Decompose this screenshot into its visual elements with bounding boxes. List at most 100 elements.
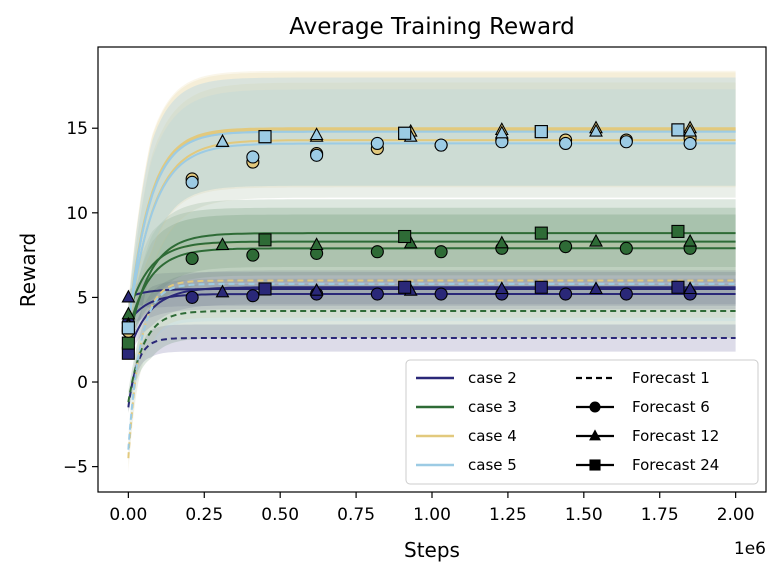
case-2-forecast-6-marker-4 [370,287,384,301]
case-3-forecast-6-line [127,247,736,332]
case-3-forecast-12-marker-1 [215,237,230,251]
case-5-forecast-6-line [127,142,736,328]
y-tick-label-4: 15 [66,119,88,139]
x-tick-label-8: 2.00 [717,505,755,525]
x-tick-label-3: 0.75 [337,505,375,525]
case-2-forecast-24-marker-1 [258,282,272,296]
legend-label-case-4: case 4 [468,427,517,445]
case-5-forecast-24-line [127,130,736,328]
case-3-forecast-24-marker-1 [258,233,272,247]
x-tick-label-4: 1.00 [413,505,451,525]
case-5-forecast-24-marker-2 [398,126,412,140]
case-3-forecast-24-marker-3 [534,226,548,240]
case-4-forecast-1-line [127,279,736,459]
case-2-forecast-12-marker-0 [121,289,136,303]
x-tick-label-7: 1.75 [641,505,679,525]
y-axis-ticks: −5 0 5 10 15 [63,119,98,478]
case-3-forecast-12-marker-2 [309,237,324,251]
case-4-forecast-24-band [128,72,736,351]
legend: case 2 case 3 case 4 case 5 Forecast 1 Foreca… [405,359,759,485]
case-2-forecast-24-marker-3 [534,280,548,294]
case-5-forecast-6-marker-3 [310,148,324,162]
case-4-forecast-6-band [128,82,736,355]
case-3-forecast-1-line [127,310,736,403]
case-5-forecast-6-marker-1 [185,175,199,189]
case-3-forecast-6-marker-1 [185,251,199,266]
case-4-forecast-1-band [128,243,736,473]
legend-label-forecast-1: Forecast 1 [632,369,710,387]
case-2-forecast-24-marker-4 [671,280,685,294]
case-2-forecast-12-marker-1 [215,284,230,298]
case-5-forecast-12-marker-4 [494,125,509,139]
legend-marker-forecast-24 [589,459,601,471]
legend-label-forecast-6: Forecast 6 [632,398,710,416]
case-2-forecast-12-marker-2 [309,282,324,296]
x-tick-label-0: 0.00 [109,505,147,525]
case-5-forecast-24-marker-3 [534,125,548,139]
legend-label-forecast-12: Forecast 12 [632,427,719,445]
y-axis-label: Reward [16,233,40,307]
case-5-forecast-1-band [128,246,736,465]
case-3-forecast-6-marker-8 [619,241,633,255]
case-3-forecast-12-marker-6 [683,233,698,247]
case-3-forecast-6-marker-5 [434,245,448,259]
case-3-forecast-1-band [128,283,736,414]
legend-label-case-5: case 5 [468,456,517,474]
series-lines [127,127,736,459]
y-tick-label-0: −5 [63,458,88,478]
legend-box [405,359,759,485]
case-2-forecast-24-line [127,286,736,354]
case-5-forecast-6-marker-2 [246,150,260,164]
case-2-forecast-6-line [127,293,736,324]
case-2-forecast-1-band [128,324,736,413]
x-axis-ticks: 0.00 0.25 0.50 0.75 1.00 1.25 1.50 1.75 2.00 [109,492,755,525]
case-5-forecast-12-band [128,77,736,348]
case-2-forecast-24-marker-2 [398,280,412,294]
chart-title: Average Training Reward [289,14,574,40]
case-5-forecast-6-marker-4 [370,136,384,150]
case-3-forecast-6-marker-7 [559,240,573,254]
case-3-forecast-12-marker-4 [494,235,509,249]
legend-marker-forecast-6 [589,401,601,413]
x-axis-label: Steps [404,538,460,562]
y-tick-label-1: 0 [77,373,88,393]
case-3-forecast-24-marker-4 [671,224,685,238]
case-2-forecast-12-marker-4 [494,281,509,295]
y-tick-label-3: 10 [66,204,88,224]
legend-label-case-2: case 2 [468,369,517,387]
case-2-forecast-1-line [127,337,736,408]
case-5-forecast-6-marker-9 [683,136,697,150]
series-markers [121,120,698,360]
case-5-forecast-6-marker-5 [434,138,448,152]
x-tick-label-5: 1.25 [489,505,527,525]
case-2-forecast-6-marker-7 [559,287,573,301]
case-3-forecast-24-band [128,199,736,357]
case-3-forecast-24-line [127,232,736,344]
case-3-forecast-6-marker-4 [370,245,384,259]
case-5-forecast-24-marker-4 [671,123,685,137]
case-2-forecast-6-marker-2 [246,289,260,303]
case-5-forecast-6-marker-8 [619,135,633,149]
case-5-forecast-6-marker-7 [559,136,573,150]
case-5-forecast-24-marker-0 [121,321,135,335]
case-2-forecast-12-marker-6 [683,281,698,295]
case-3-forecast-12-marker-5 [589,233,603,247]
legend-marker-forecast-12 [589,429,601,441]
case-5-forecast-12-marker-6 [683,123,698,137]
x-tick-label-2: 0.50 [261,505,299,525]
case-5-forecast-6-band [128,89,736,350]
case-2-forecast-6-marker-8 [619,287,633,301]
case-2-forecast-12-marker-5 [589,281,603,295]
case-5-forecast-1-line [127,282,736,450]
legend-label-forecast-24: Forecast 24 [632,456,719,474]
case-2-forecast-6-marker-5 [434,287,448,301]
case-5-forecast-24-marker-1 [258,130,272,144]
legend-label-case-3: case 3 [468,398,517,416]
case-3-forecast-12-band [128,207,736,328]
case-5-forecast-24-band [128,77,736,350]
case-4-forecast-12-line [127,127,736,325]
case-5-forecast-12-marker-5 [589,123,603,137]
case-5-forecast-12-marker-2 [309,127,324,141]
x-axis-offset-label: 1e6 [734,539,766,559]
